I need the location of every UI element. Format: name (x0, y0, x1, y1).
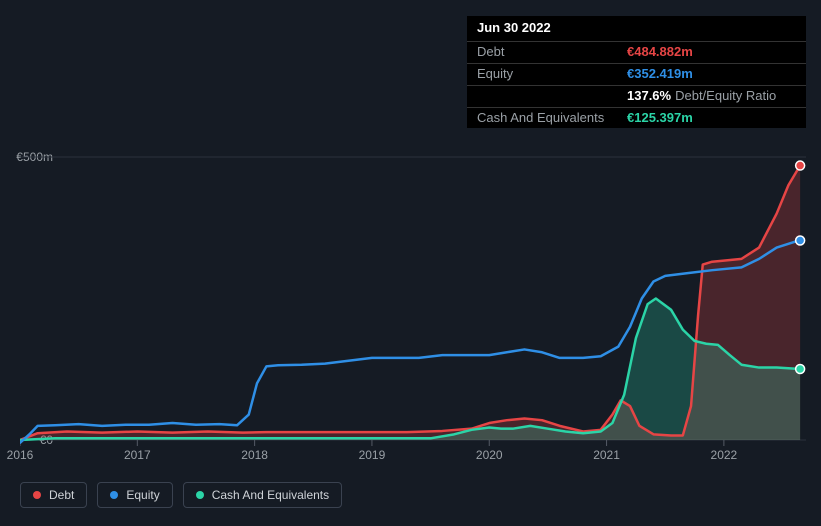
legend-dot-icon (196, 491, 204, 499)
end-marker-equity (796, 236, 805, 245)
tooltip-row-value: €484.882m (627, 44, 693, 61)
x-axis-label: 2019 (359, 448, 386, 462)
tooltip-row: Cash And Equivalents€125.397m (467, 107, 806, 129)
tooltip-row-label: Equity (477, 66, 627, 83)
end-marker-cash-and-equivalents (796, 365, 805, 374)
tooltip-row-value: €352.419m (627, 66, 693, 83)
end-marker-debt (796, 161, 805, 170)
legend-label: Cash And Equivalents (212, 488, 329, 502)
legend-label: Equity (126, 488, 159, 502)
tooltip-row: Equity€352.419m (467, 63, 806, 85)
financials-chart: €500m€0 2016201720182019202020212022 Jun… (0, 0, 821, 526)
tooltip-date: Jun 30 2022 (467, 16, 806, 41)
x-axis-label: 2022 (711, 448, 738, 462)
tooltip-row-value: €125.397m (627, 110, 693, 127)
tooltip-row-label (477, 88, 627, 105)
tooltip-row-value: 137.6%Debt/Equity Ratio (627, 88, 776, 105)
area-cash-and-equivalents (20, 298, 800, 440)
legend-dot-icon (110, 491, 118, 499)
tooltip-row-label: Cash And Equivalents (477, 110, 627, 127)
x-axis-label: 2017 (124, 448, 151, 462)
legend-item-debt[interactable]: Debt (20, 482, 87, 508)
tooltip-row-secondary: Debt/Equity Ratio (675, 88, 776, 103)
legend-label: Debt (49, 488, 74, 502)
legend-dot-icon (33, 491, 41, 499)
x-axis-label: 2018 (241, 448, 268, 462)
x-axis-label: 2021 (593, 448, 620, 462)
x-axis-label: 2016 (7, 448, 34, 462)
tooltip-row-label: Debt (477, 44, 627, 61)
tooltip-row: Debt€484.882m (467, 41, 806, 63)
legend-item-cash-and-equivalents[interactable]: Cash And Equivalents (183, 482, 342, 508)
chart-legend: Debt Equity Cash And Equivalents (20, 482, 342, 508)
chart-tooltip: Jun 30 2022 Debt€484.882mEquity€352.419m… (467, 16, 806, 128)
legend-item-equity[interactable]: Equity (97, 482, 172, 508)
tooltip-row: 137.6%Debt/Equity Ratio (467, 85, 806, 107)
x-axis-label: 2020 (476, 448, 503, 462)
chart-plot-area (20, 140, 806, 450)
